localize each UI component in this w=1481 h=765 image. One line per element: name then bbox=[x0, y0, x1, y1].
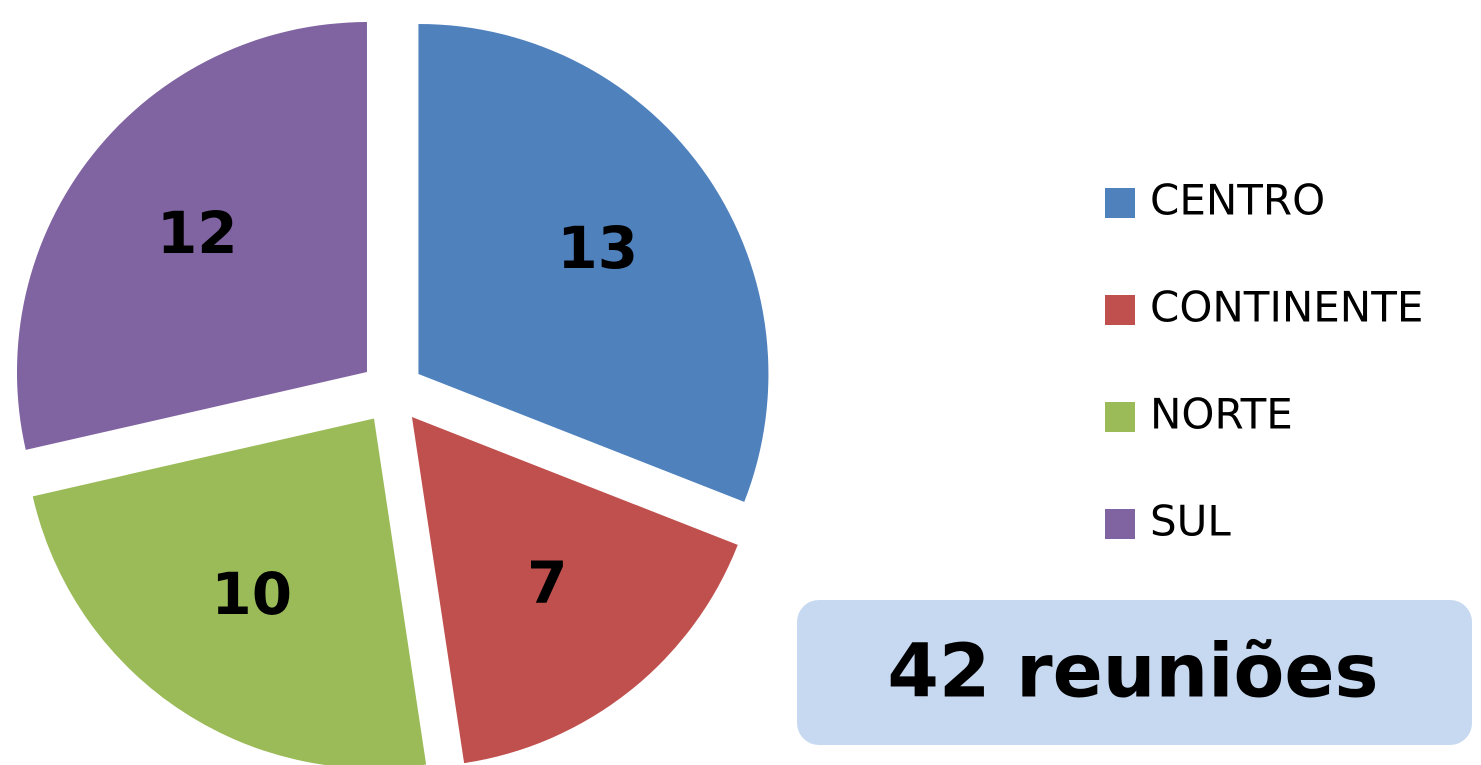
data-label: 12 bbox=[157, 199, 238, 267]
data-label: 13 bbox=[557, 214, 638, 282]
data-label: 7 bbox=[527, 549, 567, 617]
legend-label: NORTE bbox=[1150, 390, 1293, 439]
pie-slice bbox=[16, 22, 367, 450]
legend-label: SUL bbox=[1150, 497, 1231, 546]
pie-slice bbox=[411, 417, 738, 764]
pie-slice bbox=[418, 23, 769, 502]
legend-swatch bbox=[1105, 509, 1135, 539]
pie-slice bbox=[32, 418, 427, 765]
legend-label: CONTINENTE bbox=[1150, 283, 1423, 332]
annotation: 42 reuniões bbox=[887, 629, 1378, 715]
legend-label: CENTRO bbox=[1150, 176, 1325, 225]
legend-swatch bbox=[1105, 402, 1135, 432]
data-label: 10 bbox=[211, 560, 292, 628]
legend-swatch bbox=[1105, 295, 1135, 325]
legend-swatch bbox=[1105, 188, 1135, 218]
annotation-box bbox=[797, 600, 1472, 745]
